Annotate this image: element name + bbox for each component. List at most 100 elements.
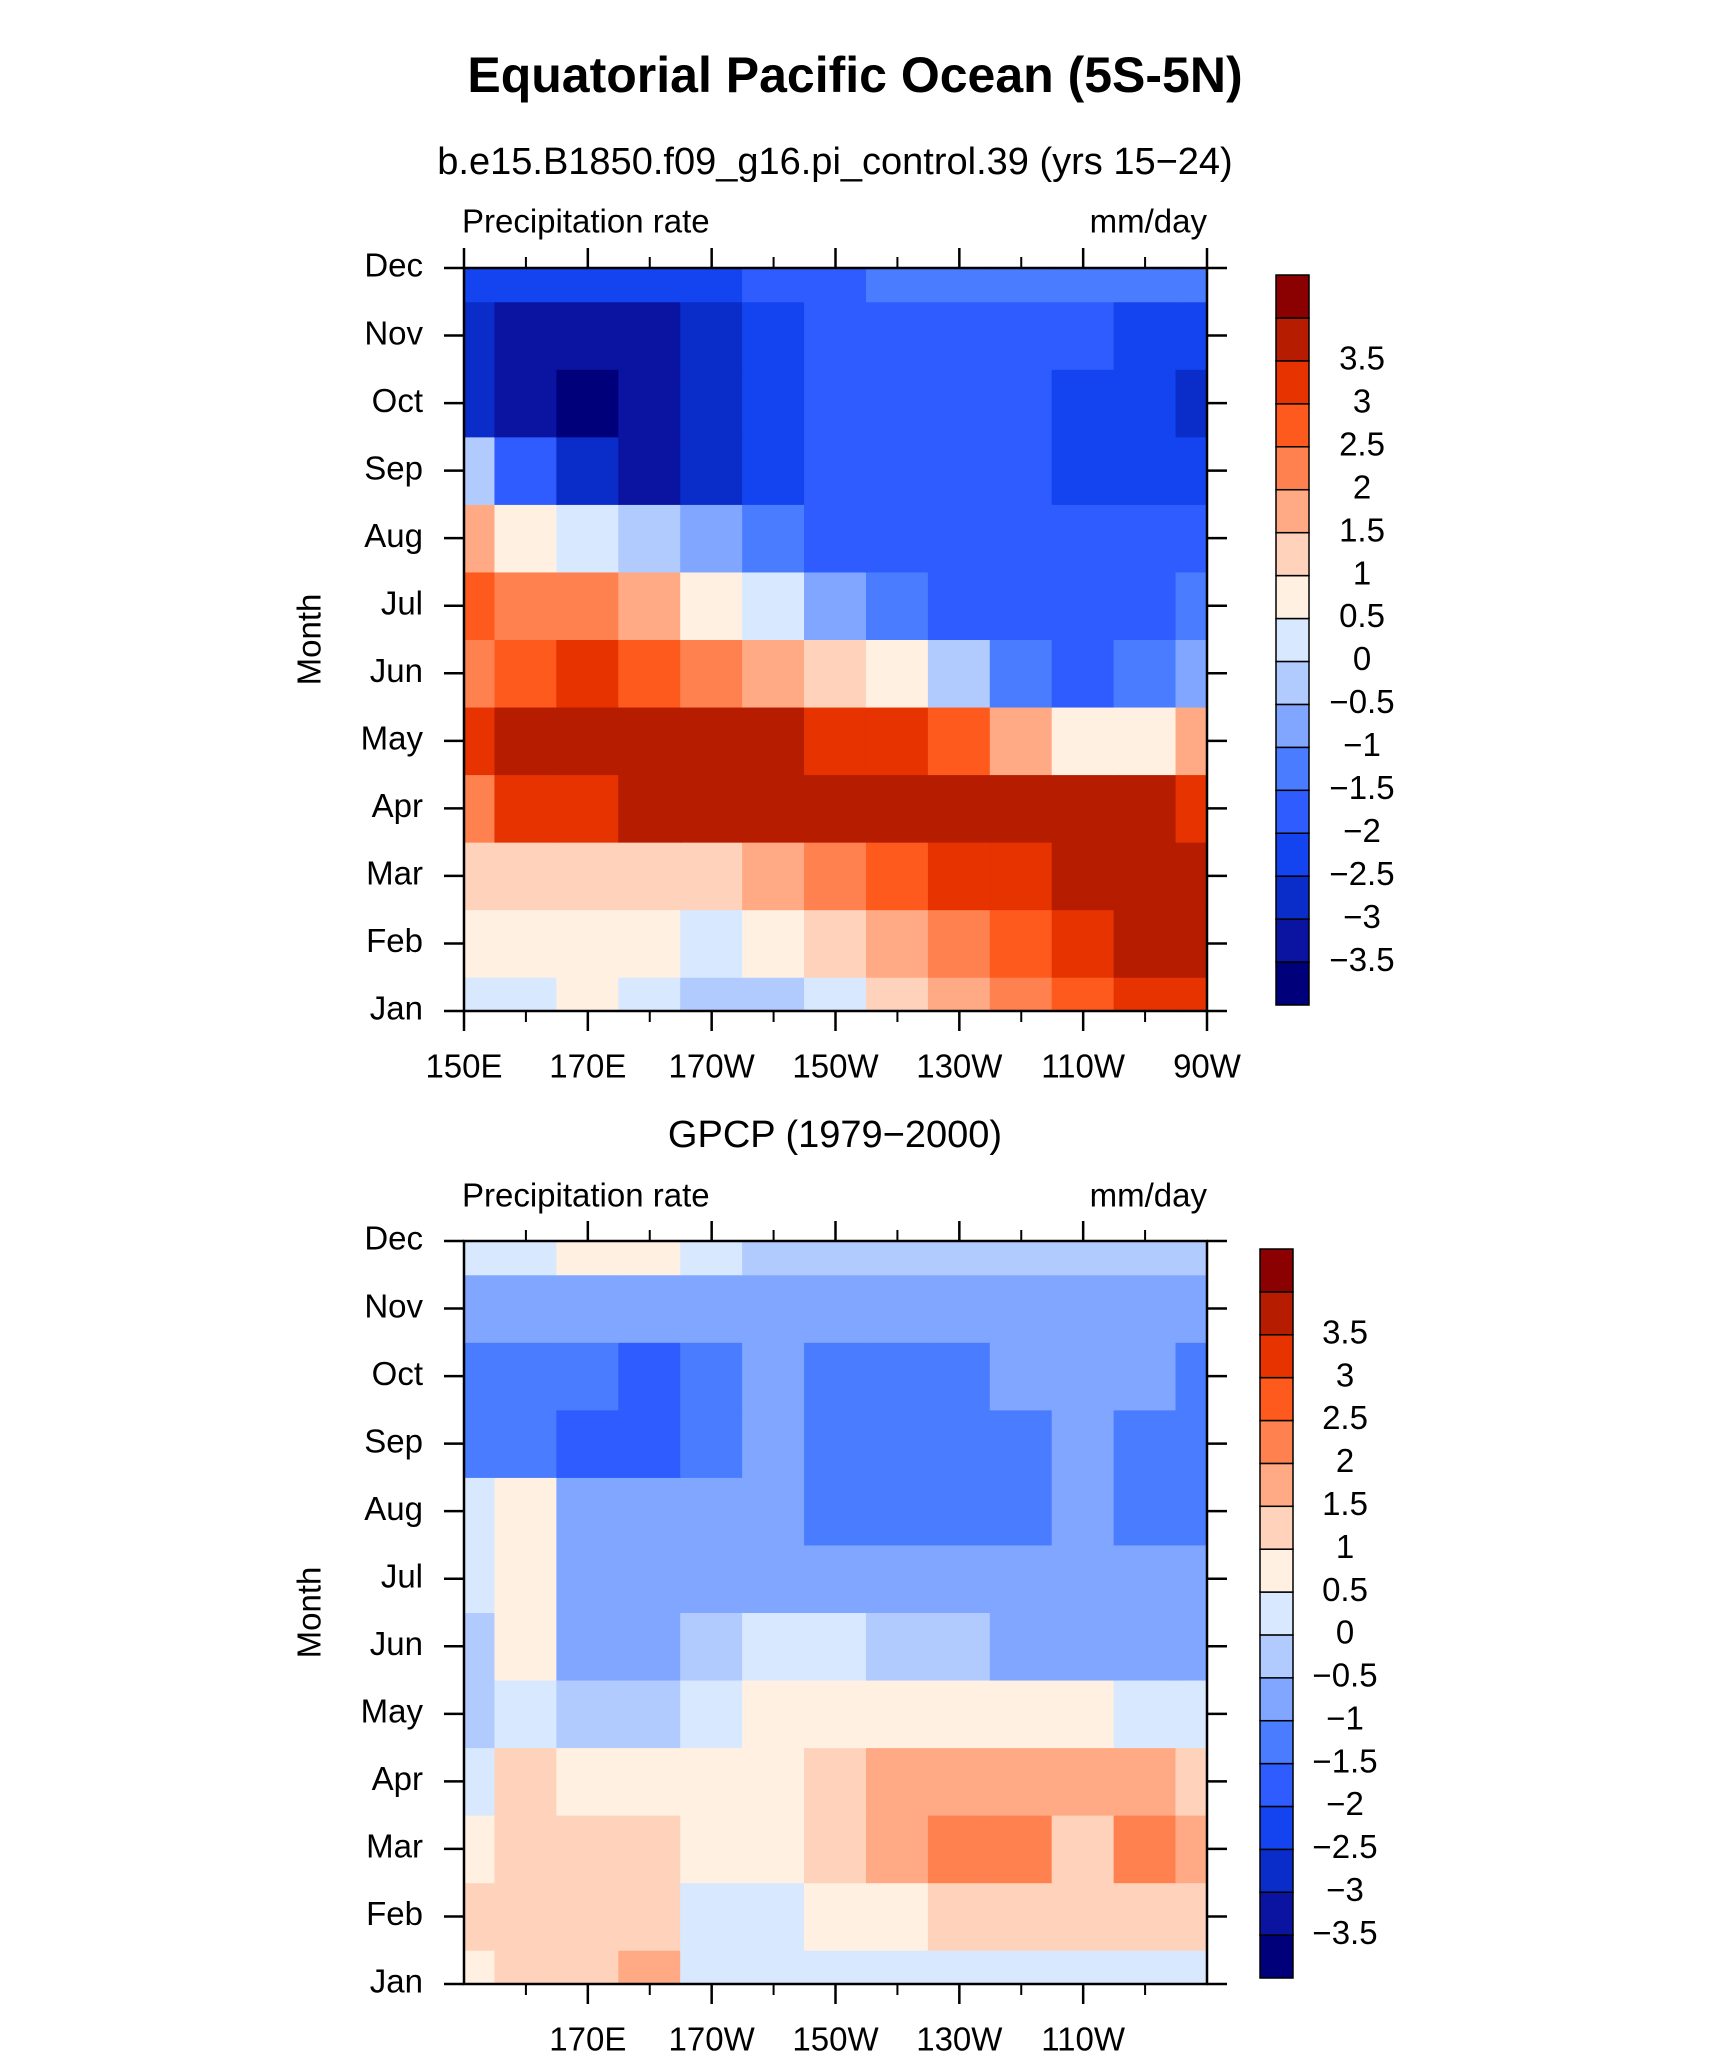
colorbar-box xyxy=(1275,832,1310,877)
contour-cell xyxy=(804,301,867,370)
contour-cell xyxy=(618,368,682,438)
contour-cell xyxy=(865,706,929,776)
colorbar-label: 1.5 xyxy=(1322,1485,1368,1522)
colorbar-box xyxy=(1275,961,1310,1006)
x-tick-label: 130W xyxy=(916,2021,1003,2058)
contour-cell xyxy=(556,1409,620,1478)
y-tick-label: Oct xyxy=(372,1355,423,1392)
contour-cell xyxy=(494,268,558,303)
y-tick-label: Jun xyxy=(370,652,423,689)
contour-cell xyxy=(742,909,806,978)
contour-cell xyxy=(556,1949,620,1984)
contour-cell xyxy=(927,1882,991,1951)
contour-cell xyxy=(494,706,558,776)
colorbar-box xyxy=(1275,574,1310,620)
contour-cell xyxy=(989,368,1053,438)
contour-cell xyxy=(1113,571,1177,640)
contour-cell xyxy=(618,1679,682,1749)
contour-cell xyxy=(742,639,806,708)
y-tick-label: May xyxy=(361,1693,424,1730)
contour-cell xyxy=(464,1409,496,1478)
panel-subtitle: GPCP (1979−2000) xyxy=(668,1114,1002,1156)
contour-cell xyxy=(556,841,620,911)
y-tick-label: Feb xyxy=(366,1895,423,1932)
contour-cell xyxy=(804,841,867,911)
contour-cell xyxy=(927,774,991,843)
contour-cell xyxy=(742,1747,806,1816)
contour-cell xyxy=(1113,1476,1177,1546)
colorbar-box xyxy=(1275,617,1310,663)
contour-cell xyxy=(618,1476,682,1546)
contour-cell xyxy=(1051,1274,1115,1343)
y-tick-label: Jul xyxy=(381,584,423,621)
contour-cell xyxy=(927,368,991,438)
colorbar-label: 1.5 xyxy=(1339,511,1385,548)
colorbar-box xyxy=(1259,1762,1294,1808)
colorbar-box xyxy=(1275,746,1310,792)
contour-cell xyxy=(742,1274,806,1343)
contour-cell xyxy=(804,368,867,438)
y-tick-label: Nov xyxy=(364,1287,423,1324)
x-tick-label: 170W xyxy=(669,1048,756,1085)
left-label: Precipitation rate xyxy=(462,203,710,240)
contour-cell xyxy=(865,503,929,573)
contour-cell xyxy=(865,436,929,505)
contour-cell xyxy=(1051,268,1115,303)
y-tick-label: Jan xyxy=(370,990,423,1027)
contour-cell xyxy=(989,1544,1053,1614)
contour-cell xyxy=(742,1814,806,1884)
contour-cell xyxy=(742,1241,806,1276)
contour-cell xyxy=(865,1679,929,1749)
contour-cell xyxy=(927,1341,991,1411)
contour-cell xyxy=(618,774,682,843)
contour-cell xyxy=(680,1341,744,1411)
right-label: mm/day xyxy=(1090,203,1208,240)
contour-cell xyxy=(618,1409,682,1478)
contour-cell xyxy=(865,1476,929,1546)
contour-cell xyxy=(927,436,991,505)
y-tick-label: Aug xyxy=(364,517,423,554)
colorbar-label: 0.5 xyxy=(1339,597,1385,634)
contour-cell xyxy=(742,841,806,911)
contour-cell xyxy=(618,639,682,708)
contour-cell xyxy=(804,909,867,978)
contour-cell xyxy=(494,909,558,978)
contour-cell xyxy=(556,1814,620,1884)
contour-cell xyxy=(464,1882,496,1951)
contour-cell xyxy=(804,436,867,505)
contour-cell xyxy=(1113,1612,1177,1681)
colorbar-box xyxy=(1275,660,1310,706)
contour-cell xyxy=(680,1544,744,1614)
contour-cell xyxy=(804,1612,867,1681)
contour-cell xyxy=(618,1544,682,1614)
colorbar-box xyxy=(1275,875,1310,920)
contour-cell xyxy=(804,1747,867,1816)
colorbar-box xyxy=(1275,317,1310,362)
x-tick-label: 110W xyxy=(1041,1048,1126,1085)
colorbar-label: −3 xyxy=(1326,1871,1364,1908)
contour-field xyxy=(464,1241,1207,1984)
colorbar-box xyxy=(1275,274,1310,319)
contour-cell xyxy=(1113,1341,1177,1411)
colorbar-label: 0.5 xyxy=(1322,1571,1368,1608)
colorbar-label: 3.5 xyxy=(1339,340,1385,377)
contour-cell xyxy=(804,1882,867,1951)
contour-cell xyxy=(989,1409,1053,1478)
contour-cell xyxy=(1113,1409,1177,1478)
colorbar-box xyxy=(1259,1591,1294,1636)
contour-cell xyxy=(494,1612,558,1681)
colorbar-label: −2 xyxy=(1343,812,1381,849)
colorbar-label: −0.5 xyxy=(1312,1657,1377,1694)
y-tick-label: Jun xyxy=(370,1625,423,1662)
contour-cell xyxy=(680,1274,744,1343)
contour-cell xyxy=(927,1747,991,1816)
y-tick-label: Mar xyxy=(366,855,423,892)
colorbar-label: −1.5 xyxy=(1329,769,1394,806)
contour-cell xyxy=(865,1882,929,1951)
colorbar-box xyxy=(1275,789,1310,834)
colorbar-box xyxy=(1259,1548,1294,1593)
colorbar-label: −0.5 xyxy=(1329,683,1394,720)
contour-cell xyxy=(989,1882,1053,1951)
contour-cell xyxy=(1113,909,1177,978)
